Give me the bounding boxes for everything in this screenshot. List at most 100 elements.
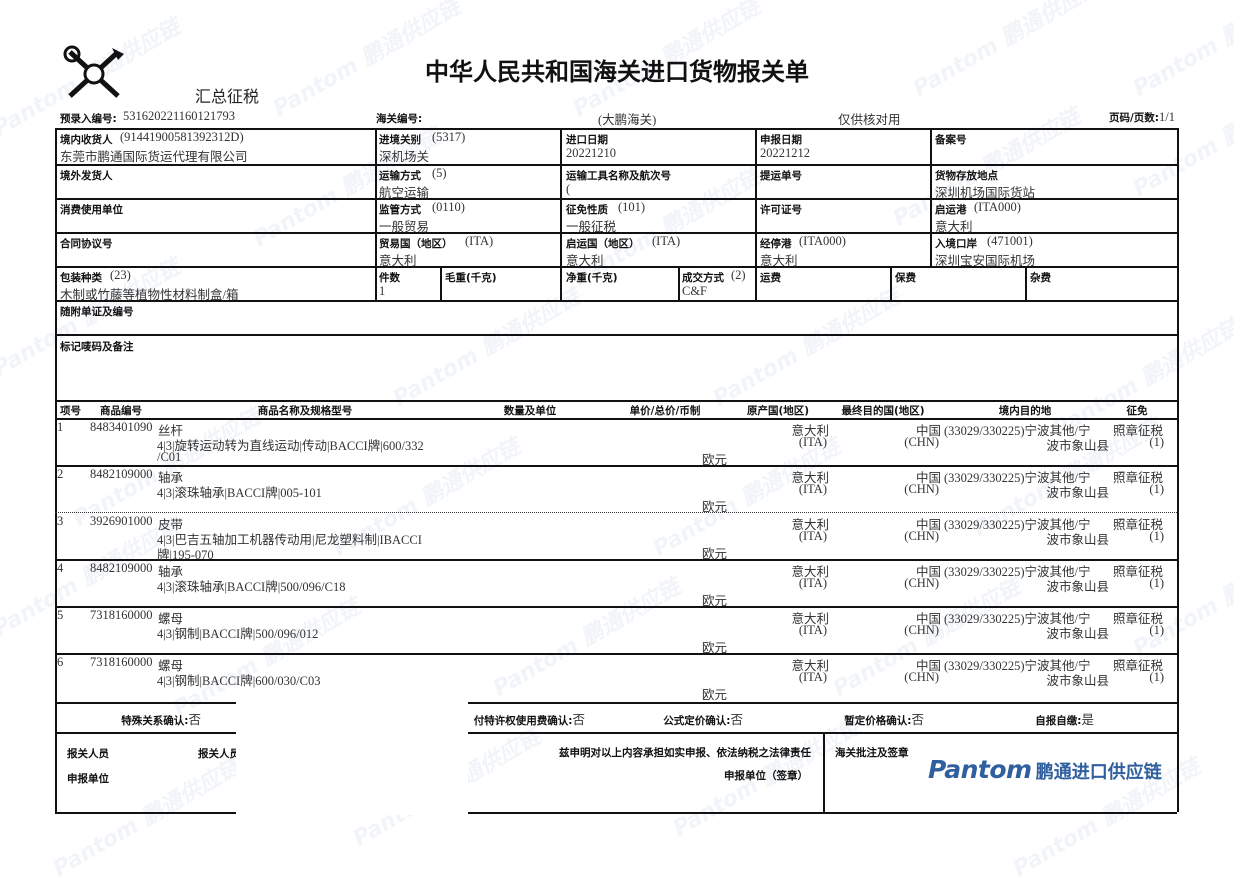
item-name: 轴承 bbox=[158, 565, 184, 579]
bl-no-label: 提运单号 bbox=[760, 170, 802, 182]
deal-code: (2) bbox=[731, 268, 746, 282]
item-dest: 中国 bbox=[915, 518, 941, 532]
item-name: 螺母 bbox=[158, 612, 184, 626]
item-dest: 中国 bbox=[915, 659, 941, 673]
table-rule bbox=[560, 128, 562, 266]
customs-no-label: 海关编号: bbox=[376, 113, 423, 125]
table-rule bbox=[55, 266, 1177, 268]
item-domestic: (33029/330225)宁波其他/宁 bbox=[944, 612, 1091, 626]
item-domestic-cont: 波市象山县 bbox=[1046, 580, 1109, 594]
item-currency: 欧元 bbox=[702, 688, 728, 702]
table-rule bbox=[375, 128, 377, 266]
items-header-0: 项号 bbox=[60, 405, 81, 417]
seal-label: 申报单位（签章） bbox=[724, 770, 808, 782]
formula-label: 公式定价确认: bbox=[663, 715, 731, 727]
pre-entry-label: 预录入编号: bbox=[60, 113, 117, 125]
item-levy-code: (1) bbox=[1149, 435, 1164, 449]
deal-label: 成交方式 bbox=[682, 272, 724, 284]
provisional-confirmation: 暂定价格确认:否 bbox=[844, 709, 924, 728]
entry-port-code: (471001) bbox=[987, 234, 1033, 248]
royalty-label: 付特许权使用费确认: bbox=[473, 715, 573, 727]
table-rule bbox=[55, 128, 1177, 130]
table-rule bbox=[375, 266, 377, 300]
depart-port-value: 意大利 bbox=[935, 220, 973, 234]
item-spec-cont: /C01 bbox=[157, 450, 182, 464]
consignee-code: (91441900581392312D) bbox=[120, 130, 244, 144]
package-value: 木制或竹藤等植物性材料制盒/箱 bbox=[60, 288, 239, 302]
table-rule bbox=[890, 266, 892, 300]
table-rule bbox=[55, 334, 1177, 336]
item-dest: 中国 bbox=[915, 565, 941, 579]
item-levy: 照章征税 bbox=[1113, 518, 1164, 532]
item-dest: 中国 bbox=[915, 424, 941, 438]
table-rule bbox=[55, 465, 1177, 467]
table-rule bbox=[755, 266, 757, 300]
item-no: 3 bbox=[57, 514, 64, 528]
watermark: Pantom 鹏通供应链 bbox=[489, 574, 685, 702]
table-rule bbox=[55, 702, 1177, 704]
royalty-confirmation: 付特许权使用费确认:否 bbox=[474, 709, 585, 728]
item-dest: 中国 bbox=[915, 471, 941, 485]
deal-value: C&F bbox=[682, 284, 708, 298]
package-label: 包装种类 bbox=[60, 272, 102, 284]
table-rule bbox=[1177, 128, 1179, 812]
entry-port-value: 深圳宝安国际机场 bbox=[935, 254, 1036, 268]
items-header-7: 境内目的地 bbox=[998, 405, 1052, 417]
watermark: Pantom 鹏通供应链 bbox=[1129, 534, 1234, 662]
provisional-value: 否 bbox=[911, 713, 924, 727]
item-levy: 照章征税 bbox=[1113, 565, 1164, 579]
vessel-value: ( bbox=[566, 182, 571, 196]
item-no: 2 bbox=[57, 467, 64, 481]
contract-label: 合同协议号 bbox=[60, 238, 113, 250]
item-levy: 照章征税 bbox=[1113, 659, 1164, 673]
table-rule bbox=[678, 266, 680, 300]
table-rule bbox=[930, 128, 932, 266]
page-label: 页码/页数: bbox=[1108, 112, 1160, 124]
item-name: 丝杆 bbox=[158, 424, 184, 438]
item-levy: 照章征税 bbox=[1113, 612, 1164, 626]
shipper-label: 境外发货人 bbox=[60, 170, 113, 182]
customs-office: (大鹏海关) bbox=[598, 113, 657, 127]
origin-country-value: 意大利 bbox=[566, 254, 604, 268]
item-domestic-cont: 波市象山县 bbox=[1046, 439, 1109, 453]
item-domestic: (33029/330225)宁波其他/宁 bbox=[944, 424, 1091, 438]
table-rule bbox=[1025, 266, 1027, 300]
item-no: 4 bbox=[57, 561, 64, 575]
item-dest-code: (CHN) bbox=[904, 670, 939, 684]
item-origin: 意大利 bbox=[791, 518, 829, 532]
watermark: Pantom 鹏通供应链 bbox=[1129, 74, 1234, 202]
item-origin: 意大利 bbox=[791, 612, 829, 626]
items-header-4: 单价/总价/币制 bbox=[629, 405, 701, 417]
license-label: 许可证号 bbox=[760, 204, 802, 216]
item-levy-code: (1) bbox=[1149, 529, 1164, 543]
table-rule bbox=[560, 266, 562, 300]
table-rule bbox=[55, 418, 1177, 420]
items-header-5: 原产国(地区) bbox=[746, 405, 810, 417]
trade-country-value: 意大利 bbox=[379, 254, 417, 268]
special-value: 否 bbox=[188, 713, 201, 727]
freight-label: 运费 bbox=[760, 272, 781, 284]
row-divider bbox=[55, 512, 1177, 513]
table-rule bbox=[55, 128, 57, 812]
item-name: 螺母 bbox=[158, 659, 184, 673]
table-rule bbox=[55, 400, 1177, 402]
table-rule bbox=[55, 732, 1177, 734]
item-domestic-cont: 波市象山县 bbox=[1046, 674, 1109, 688]
page-value: 1/1 bbox=[1159, 110, 1175, 124]
via-port-value: 意大利 bbox=[760, 254, 798, 268]
table-rule bbox=[55, 606, 1177, 608]
depart-port-label: 启运港 bbox=[935, 204, 967, 216]
pre-entry-no: 531620221160121793 bbox=[123, 109, 236, 123]
supervision-label: 监管方式 bbox=[379, 204, 421, 216]
self-value: 是 bbox=[1081, 713, 1094, 727]
declarant-label: 报关人员 bbox=[67, 748, 109, 760]
item-origin: 意大利 bbox=[791, 565, 829, 579]
table-rule bbox=[55, 198, 1177, 200]
item-levy-code: (1) bbox=[1149, 670, 1164, 684]
item-code: 8482109000 bbox=[90, 561, 153, 575]
item-origin: 意大利 bbox=[791, 424, 829, 438]
package-code: (23) bbox=[110, 268, 131, 282]
item-origin: 意大利 bbox=[791, 659, 829, 673]
items-header-1: 商品编号 bbox=[100, 405, 142, 417]
item-dest-code: (CHN) bbox=[904, 529, 939, 543]
